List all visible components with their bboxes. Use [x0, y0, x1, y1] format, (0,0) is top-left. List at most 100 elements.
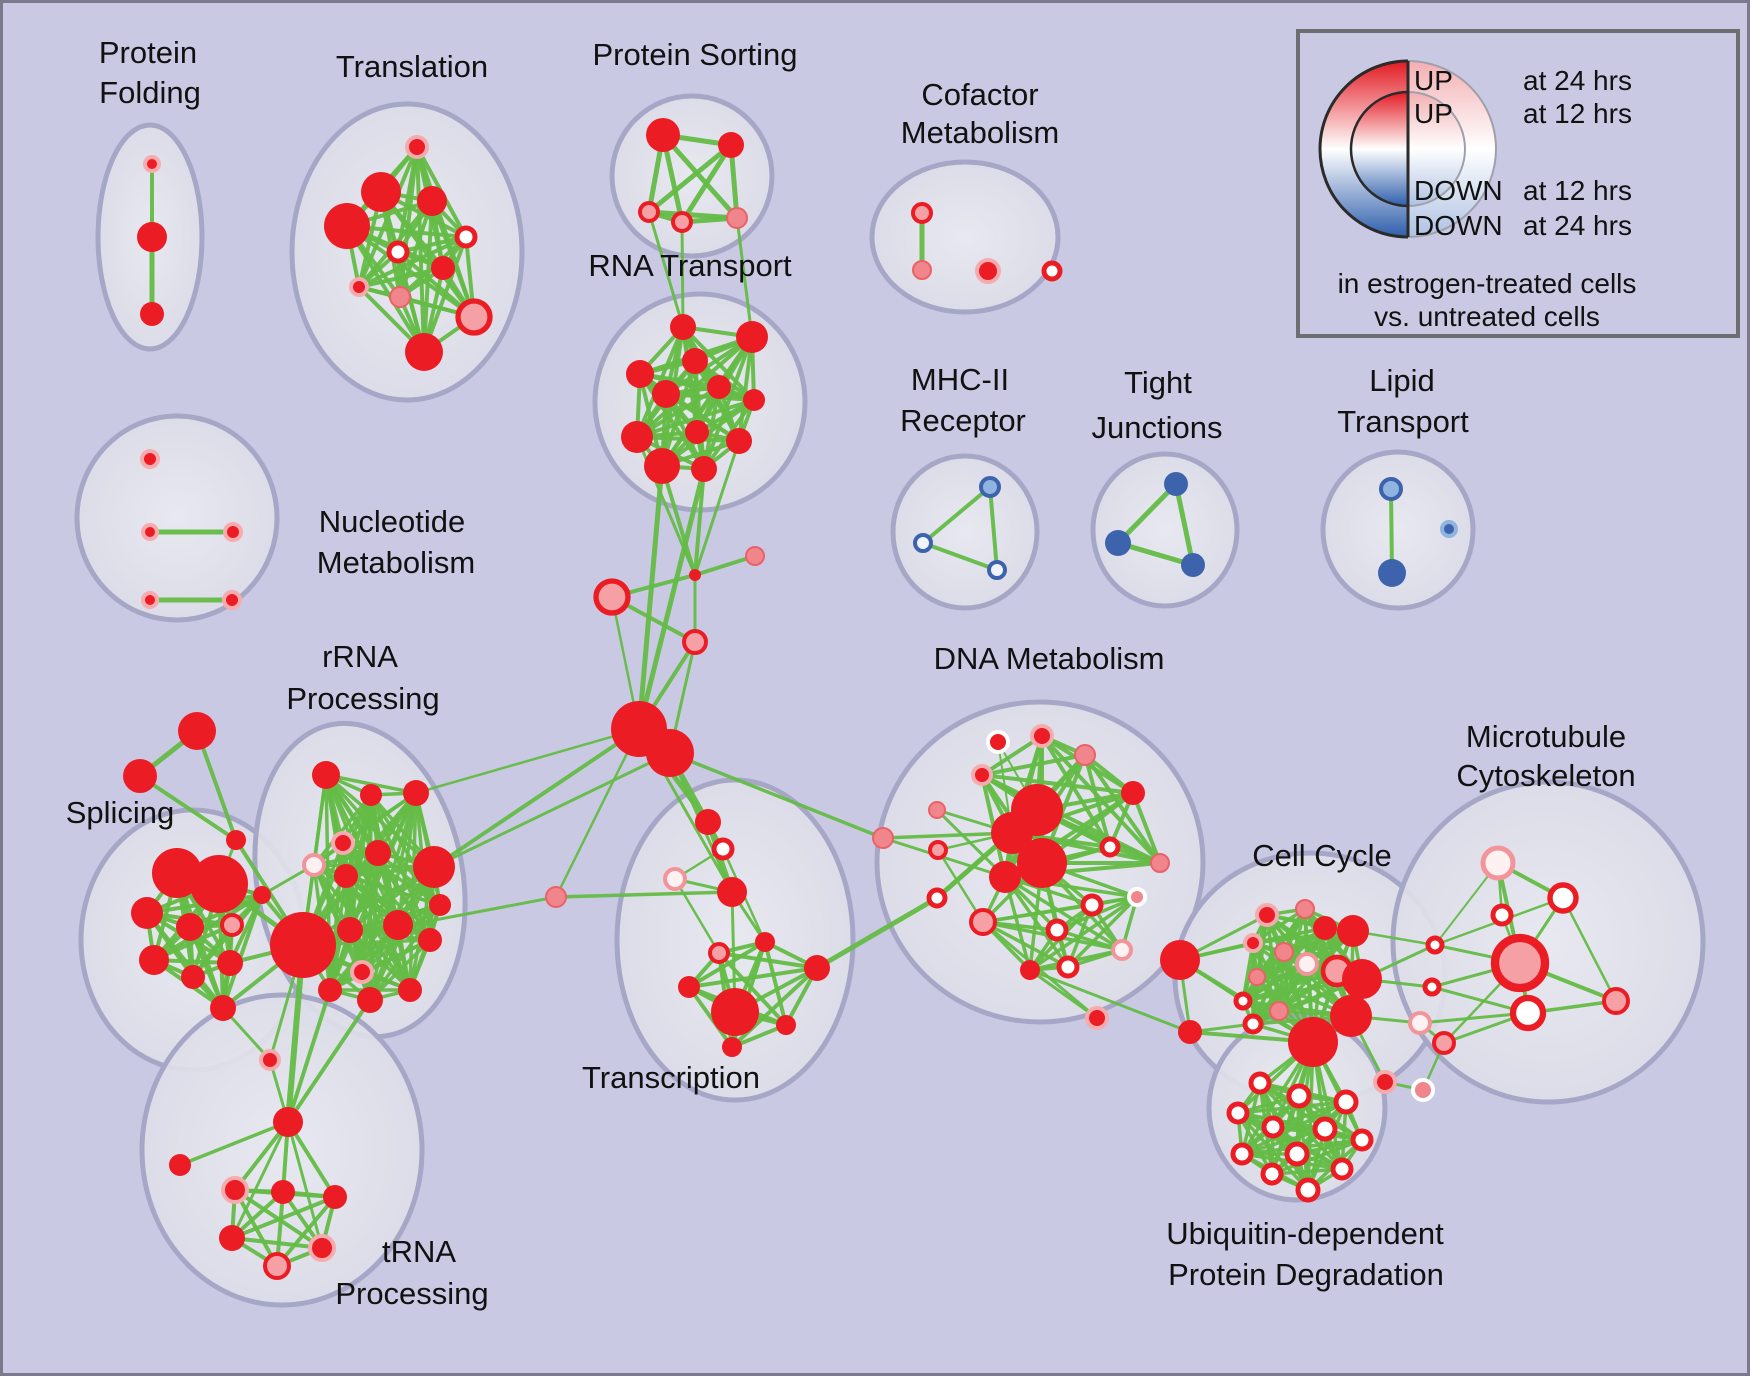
network-edge: [687, 985, 734, 1049]
network-node-mt2: [1547, 882, 1579, 914]
network-node-tj2: [1105, 530, 1131, 556]
network-node-tl8: [349, 277, 369, 297]
network-node-mw1: [1425, 935, 1445, 955]
network-node-ub4: [1226, 1101, 1250, 1125]
network-node-dm22: [1020, 960, 1040, 980]
network-node-dm20: [1111, 939, 1133, 961]
network-node-rt10: [726, 428, 752, 454]
network-node-lt1: [1379, 477, 1403, 501]
legend-time-label: at 24 hrs: [1523, 210, 1632, 241]
network-edge: [152, 893, 264, 962]
network-node-st3: [226, 830, 246, 850]
network-node-rt11: [644, 448, 680, 484]
network-edge: [660, 464, 697, 577]
network-node-tl9: [389, 286, 411, 308]
legend-direction-label: UP: [1414, 65, 1453, 96]
network-node-mh3: [987, 560, 1007, 580]
network-node-ub6: [1312, 1116, 1338, 1142]
network-node-rr1: [312, 761, 340, 789]
network-node-tl4: [324, 203, 370, 249]
network-node-ub1: [1248, 1071, 1272, 1095]
legend-box: [1296, 29, 1740, 338]
network-edge: [286, 988, 332, 1124]
network-node-pf1: [143, 155, 161, 173]
network-node-cc13: [1242, 1013, 1264, 1035]
network-node-tc6: [678, 976, 700, 998]
network-node-rt7: [743, 389, 765, 411]
network-node-cc4: [1337, 915, 1369, 947]
network-node-dm23: [1056, 955, 1080, 979]
network-node-cc10: [1248, 968, 1266, 986]
network-edge: [1561, 896, 1618, 1003]
network-edge: [286, 1120, 324, 1250]
network-node-rr2: [360, 784, 382, 806]
network-node-cc11: [1233, 991, 1253, 1011]
network-node-dm21: [1160, 940, 1200, 980]
network-node-dm5: [971, 764, 993, 786]
node-layer: [123, 118, 1630, 1280]
cluster-nucleotide-metabolism: [74, 413, 280, 623]
network-node-rr12: [318, 978, 342, 1002]
network-node-ub9: [1284, 1141, 1310, 1167]
network-edge: [221, 893, 264, 1010]
network-edge: [1236, 1100, 1348, 1115]
network-node-sp9: [210, 995, 236, 1021]
network-node-pf3: [140, 302, 164, 326]
network-edge: [230, 1120, 290, 1240]
network-edge: [275, 1195, 337, 1268]
network-edge: [635, 398, 756, 439]
network-node-rr6: [334, 864, 358, 888]
legend-ring-outer-left: [1318, 59, 1409, 239]
network-node-nm2: [141, 523, 159, 541]
network-edge: [286, 998, 372, 1124]
network-edge: [138, 774, 238, 842]
network-edge: [1003, 875, 1124, 952]
network-edge: [814, 895, 940, 971]
network-node-cf2: [912, 260, 932, 280]
cluster-lipid-transport: [1320, 449, 1476, 611]
network-node-dm13: [1099, 836, 1121, 858]
cluster-label: Protein: [99, 35, 197, 70]
legend-ring-inner-right: [1407, 91, 1466, 207]
network-edge: [988, 485, 999, 572]
network-node-up1: [1373, 1070, 1397, 1094]
network-node-dm18: [1045, 918, 1069, 942]
network-node-rr10: [383, 910, 413, 940]
network-node-hub2: [646, 729, 694, 777]
network-node-ub5: [1261, 1115, 1285, 1139]
cluster-label: Processing: [286, 681, 439, 716]
network-edge: [980, 773, 1135, 795]
network-node-mw2: [1422, 977, 1442, 997]
network-node-tc2: [711, 837, 735, 861]
network-edge: [345, 224, 426, 354]
network-node-tn2: [169, 1154, 191, 1176]
network-node-rt2: [736, 321, 768, 353]
network-node-nm5: [222, 590, 242, 610]
network-node-cn3: [682, 629, 708, 655]
network-edge: [936, 848, 985, 924]
network-node-cf4: [1041, 260, 1063, 282]
cluster-label: Microtubule: [1466, 719, 1626, 754]
network-edge: [673, 877, 721, 955]
network-edge: [737, 335, 754, 443]
network-node-dm1: [986, 730, 1010, 754]
network-node-tl6: [386, 240, 410, 264]
network-node-mt6: [1509, 994, 1547, 1032]
network-edge: [638, 372, 706, 471]
network-node-rt5: [652, 380, 680, 408]
cluster-label: Folding: [99, 75, 201, 110]
network-node-dm8: [928, 840, 948, 860]
network-node-tc5: [545, 886, 567, 908]
cluster-label: Receptor: [900, 403, 1026, 438]
network-node-ub2: [1286, 1083, 1312, 1109]
network-node-dm6: [928, 801, 946, 819]
network-node-sp5: [220, 913, 244, 937]
network-node-ps4: [671, 211, 693, 233]
label-layer: Protein Folding Translation Protein Sorting…: [66, 35, 1636, 1311]
network-node-rn1: [259, 1049, 281, 1071]
cluster-cofactor-metabolism: [869, 159, 1061, 315]
network-edge: [881, 831, 1014, 840]
network-edge: [414, 727, 641, 795]
legend-direction-label: DOWN: [1414, 175, 1503, 206]
